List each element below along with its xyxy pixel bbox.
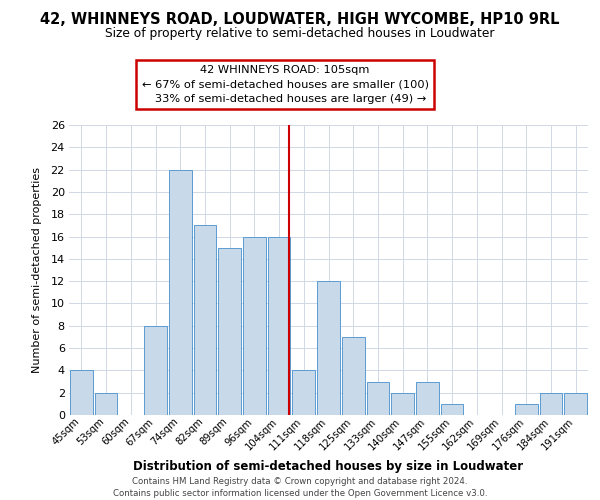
- Bar: [391, 392, 414, 415]
- Bar: [367, 382, 389, 415]
- Bar: [169, 170, 191, 415]
- Text: Contains HM Land Registry data © Crown copyright and database right 2024.
Contai: Contains HM Land Registry data © Crown c…: [113, 476, 487, 498]
- Bar: [144, 326, 167, 415]
- Bar: [292, 370, 315, 415]
- Text: 42 WHINNEYS ROAD: 105sqm
← 67% of semi-detached houses are smaller (100)
   33% : 42 WHINNEYS ROAD: 105sqm ← 67% of semi-d…: [142, 65, 428, 104]
- Bar: [243, 236, 266, 415]
- Bar: [95, 392, 118, 415]
- Bar: [441, 404, 463, 415]
- Bar: [218, 248, 241, 415]
- Bar: [416, 382, 439, 415]
- X-axis label: Distribution of semi-detached houses by size in Loudwater: Distribution of semi-detached houses by …: [133, 460, 524, 473]
- Y-axis label: Number of semi-detached properties: Number of semi-detached properties: [32, 167, 42, 373]
- Bar: [342, 337, 365, 415]
- Text: Size of property relative to semi-detached houses in Loudwater: Size of property relative to semi-detach…: [105, 28, 495, 40]
- Text: 42, WHINNEYS ROAD, LOUDWATER, HIGH WYCOMBE, HP10 9RL: 42, WHINNEYS ROAD, LOUDWATER, HIGH WYCOM…: [40, 12, 560, 28]
- Bar: [70, 370, 93, 415]
- Bar: [539, 392, 562, 415]
- Bar: [564, 392, 587, 415]
- Bar: [515, 404, 538, 415]
- Bar: [194, 226, 216, 415]
- Bar: [268, 236, 290, 415]
- Bar: [317, 281, 340, 415]
